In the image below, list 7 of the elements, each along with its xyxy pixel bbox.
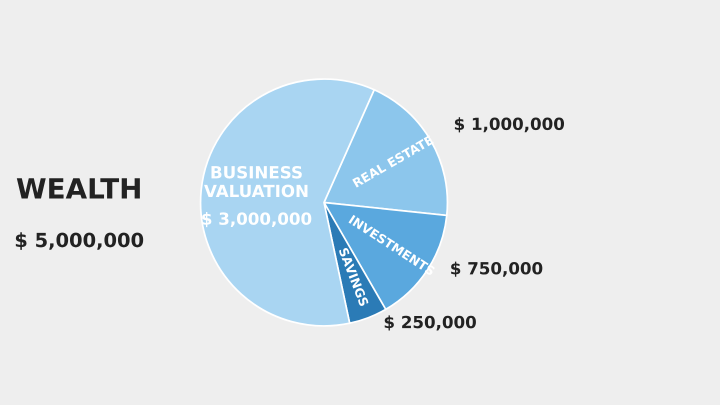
text: $ 5,000,000 — [16, 232, 144, 250]
data-label: $ 250,000 — [384, 315, 476, 331]
data-label: $ 1,000,000 — [454, 117, 564, 132]
text: WEALTH — [16, 178, 140, 198]
slice-label: BUSINESS VALUATION — [204, 166, 308, 198]
data-label: $ 750,000 — [451, 262, 542, 277]
data-label: $ 3,000,000 — [202, 212, 312, 228]
